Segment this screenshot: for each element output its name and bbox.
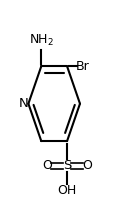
Text: N: N <box>19 97 28 110</box>
Text: NH$_2$: NH$_2$ <box>29 33 54 48</box>
Text: S: S <box>63 159 71 172</box>
Text: O: O <box>82 159 92 172</box>
Text: O: O <box>42 159 52 172</box>
Text: Br: Br <box>76 60 89 73</box>
Text: OH: OH <box>57 184 77 197</box>
